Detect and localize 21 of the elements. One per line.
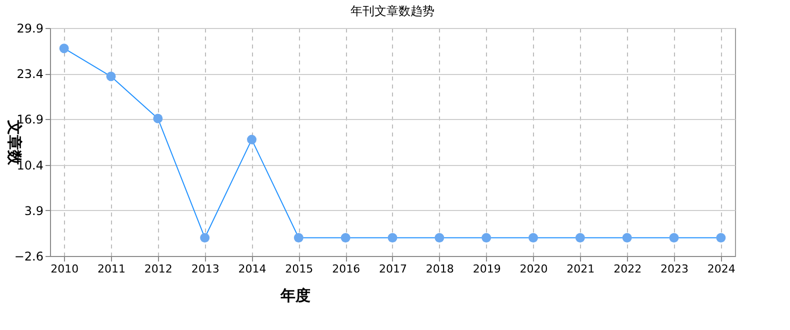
y-tick-label: −2.6	[14, 250, 44, 264]
x-tick-label: 2022	[614, 262, 642, 276]
x-tick-label: 2011	[97, 262, 126, 276]
x-tick-label: 2013	[191, 262, 220, 276]
x-tick-label: 2018	[426, 262, 454, 276]
x-tick-label: 2024	[707, 262, 736, 276]
y-tick-label: 23.4	[16, 67, 44, 82]
x-tick-label: 2019	[472, 262, 501, 276]
x-tick-label: 2023	[660, 262, 689, 276]
x-tick-label: 2016	[332, 262, 360, 276]
x-tick-label: 2015	[285, 262, 314, 276]
chart-title: 年刊文章数趋势	[350, 4, 434, 18]
x-axis-title: 年度	[280, 286, 310, 304]
x-tick-label: 2020	[520, 262, 548, 276]
y-tick-label: 3.9	[24, 204, 44, 218]
y-tick-label: 29.9	[16, 22, 44, 36]
x-tick-label: 2014	[238, 262, 266, 276]
x-tick-label: 2012	[144, 262, 172, 276]
x-tick-label: 2017	[379, 262, 407, 276]
x-tick-label: 2021	[566, 262, 595, 276]
x-tick-label: 2010	[50, 262, 79, 276]
